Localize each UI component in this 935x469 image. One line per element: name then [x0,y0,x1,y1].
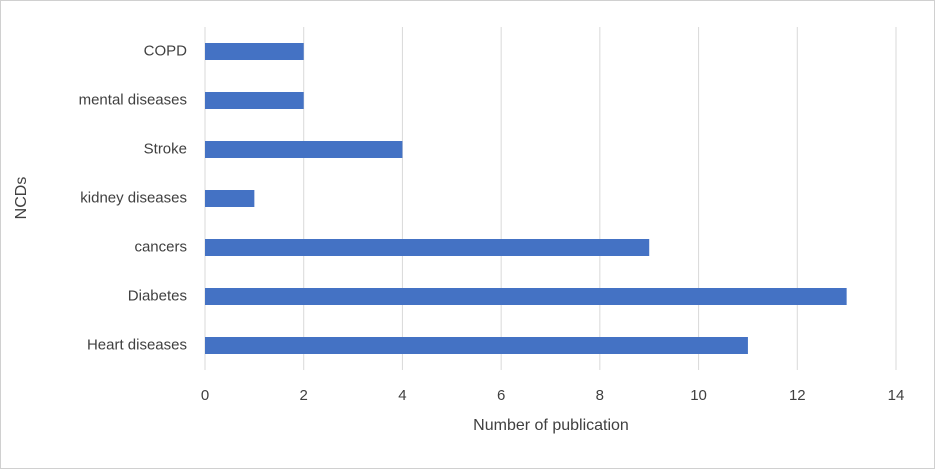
bar [205,337,748,354]
x-tick-label: 0 [201,387,209,404]
bar [205,288,847,305]
y-tick-label: Heart diseases [87,336,187,353]
y-tick-label: kidney diseases [80,189,187,206]
x-tick-label: 6 [497,387,505,404]
y-axis-label: NCDs [13,177,30,220]
x-axis-label: Number of publication [473,417,629,434]
x-tick-label: 10 [690,387,707,404]
y-tick-label: Stroke [144,140,187,157]
bar [205,239,650,256]
bar [205,141,403,158]
bar [205,43,304,60]
bar [205,190,255,207]
x-tick-label: 2 [300,387,308,404]
y-tick-label: Diabetes [128,287,187,304]
x-tick-label: 12 [789,387,806,404]
y-tick-label: mental diseases [79,91,187,108]
bar [205,92,304,109]
y-tick-label: cancers [134,238,187,255]
x-tick-label: 4 [398,387,406,404]
x-tick-label: 8 [596,387,604,404]
y-tick-label: COPD [144,42,188,59]
x-tick-label: 14 [888,387,905,404]
